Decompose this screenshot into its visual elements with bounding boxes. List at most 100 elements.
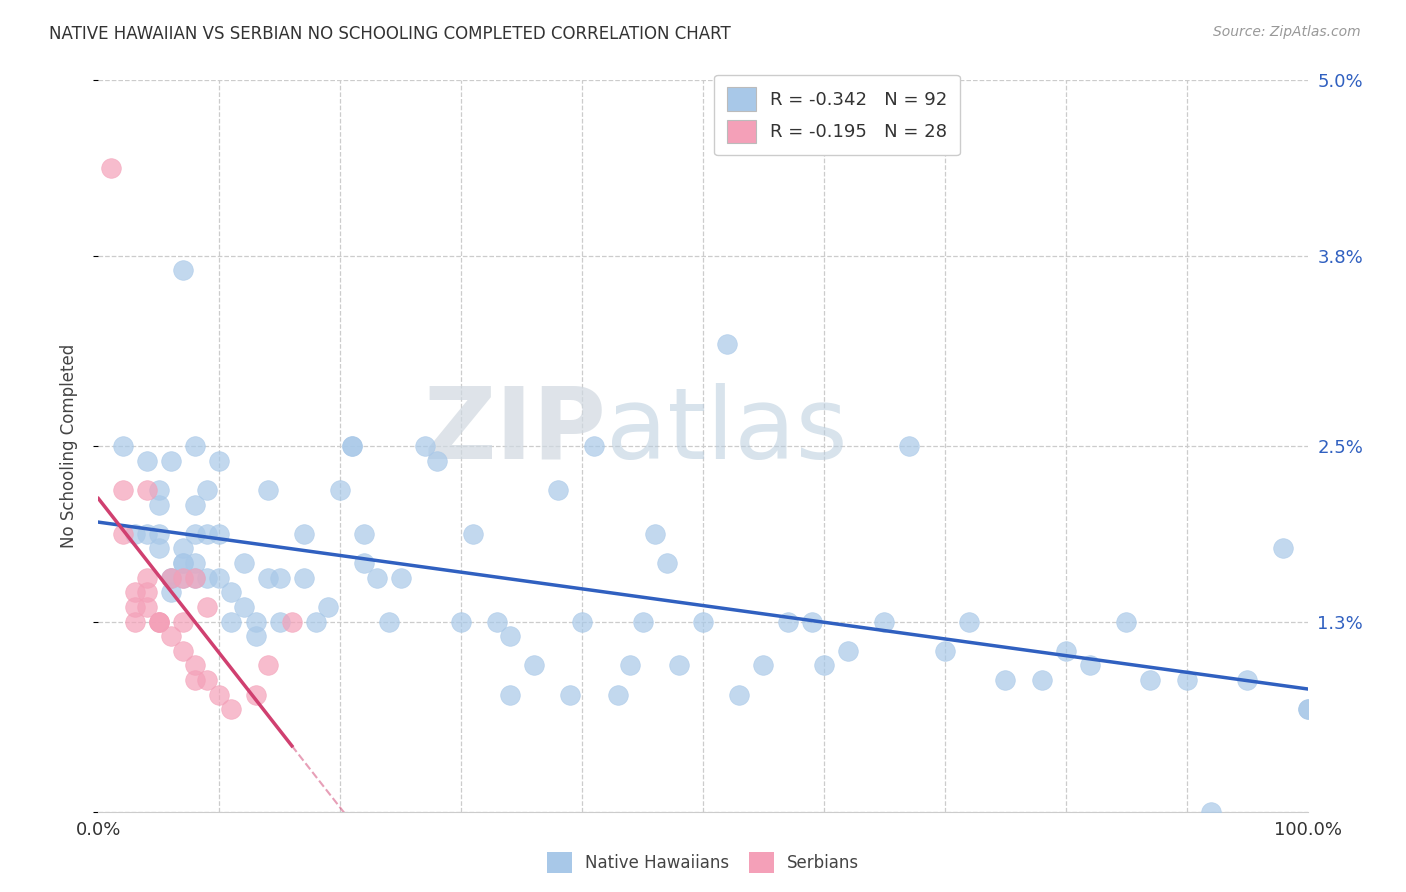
Point — [160, 571, 183, 585]
Point — [873, 615, 896, 629]
Point — [111, 439, 134, 453]
Point — [245, 615, 267, 629]
Point — [426, 453, 449, 467]
Point — [184, 673, 207, 687]
Point — [571, 615, 593, 629]
Point — [160, 629, 183, 643]
Point — [1115, 615, 1137, 629]
Point — [377, 615, 399, 629]
Point — [342, 439, 364, 453]
Point — [607, 688, 630, 702]
Point — [195, 599, 218, 614]
Point — [172, 556, 194, 570]
Point — [644, 526, 666, 541]
Y-axis label: No Schooling Completed: No Schooling Completed — [59, 344, 77, 548]
Point — [256, 658, 278, 673]
Point — [160, 453, 183, 467]
Point — [1139, 673, 1161, 687]
Point — [135, 571, 157, 585]
Point — [316, 599, 339, 614]
Point — [172, 263, 194, 277]
Point — [195, 673, 218, 687]
Point — [148, 615, 170, 629]
Point — [135, 585, 157, 599]
Point — [728, 688, 751, 702]
Point — [269, 615, 291, 629]
Point — [111, 526, 134, 541]
Point — [957, 615, 980, 629]
Text: Source: ZipAtlas.com: Source: ZipAtlas.com — [1213, 25, 1361, 39]
Point — [1296, 702, 1319, 716]
Point — [160, 571, 183, 585]
Point — [292, 571, 315, 585]
Point — [208, 453, 231, 467]
Point — [523, 658, 546, 673]
Point — [1078, 658, 1101, 673]
Point — [124, 599, 146, 614]
Point — [1272, 541, 1295, 556]
Point — [245, 629, 267, 643]
Point — [716, 336, 738, 351]
Point — [148, 615, 170, 629]
Point — [172, 541, 194, 556]
Point — [389, 571, 412, 585]
Point — [547, 483, 569, 497]
Point — [184, 571, 207, 585]
Point — [413, 439, 436, 453]
Point — [135, 453, 157, 467]
Point — [305, 615, 328, 629]
Point — [897, 439, 920, 453]
Point — [256, 571, 278, 585]
Point — [195, 526, 218, 541]
Point — [184, 526, 207, 541]
Point — [148, 526, 170, 541]
Point — [195, 571, 218, 585]
Point — [184, 439, 207, 453]
Point — [172, 644, 194, 658]
Point — [752, 658, 775, 673]
Point — [124, 615, 146, 629]
Point — [1236, 673, 1258, 687]
Point — [692, 615, 714, 629]
Point — [111, 483, 134, 497]
Legend: Native Hawaiians, Serbians: Native Hawaiians, Serbians — [540, 846, 866, 880]
Point — [100, 161, 122, 175]
Point — [292, 526, 315, 541]
Legend: R = -0.342   N = 92, R = -0.195   N = 28: R = -0.342 N = 92, R = -0.195 N = 28 — [714, 75, 960, 155]
Point — [208, 688, 231, 702]
Point — [353, 556, 375, 570]
Point — [135, 526, 157, 541]
Point — [498, 629, 520, 643]
Point — [124, 526, 146, 541]
Point — [124, 585, 146, 599]
Point — [619, 658, 641, 673]
Point — [184, 658, 207, 673]
Text: NATIVE HAWAIIAN VS SERBIAN NO SCHOOLING COMPLETED CORRELATION CHART: NATIVE HAWAIIAN VS SERBIAN NO SCHOOLING … — [49, 25, 731, 43]
Point — [184, 498, 207, 512]
Point — [135, 483, 157, 497]
Point — [329, 483, 352, 497]
Point — [184, 571, 207, 585]
Point — [366, 571, 388, 585]
Point — [800, 615, 823, 629]
Point — [668, 658, 690, 673]
Point — [172, 556, 194, 570]
Point — [184, 556, 207, 570]
Point — [221, 702, 243, 716]
Point — [195, 483, 218, 497]
Point — [583, 439, 606, 453]
Point — [232, 599, 254, 614]
Point — [172, 571, 194, 585]
Point — [281, 615, 304, 629]
Point — [172, 571, 194, 585]
Point — [256, 483, 278, 497]
Point — [135, 599, 157, 614]
Point — [148, 498, 170, 512]
Point — [450, 615, 472, 629]
Point — [1031, 673, 1053, 687]
Point — [208, 526, 231, 541]
Point — [994, 673, 1017, 687]
Point — [1175, 673, 1198, 687]
Point — [558, 688, 581, 702]
Point — [353, 526, 375, 541]
